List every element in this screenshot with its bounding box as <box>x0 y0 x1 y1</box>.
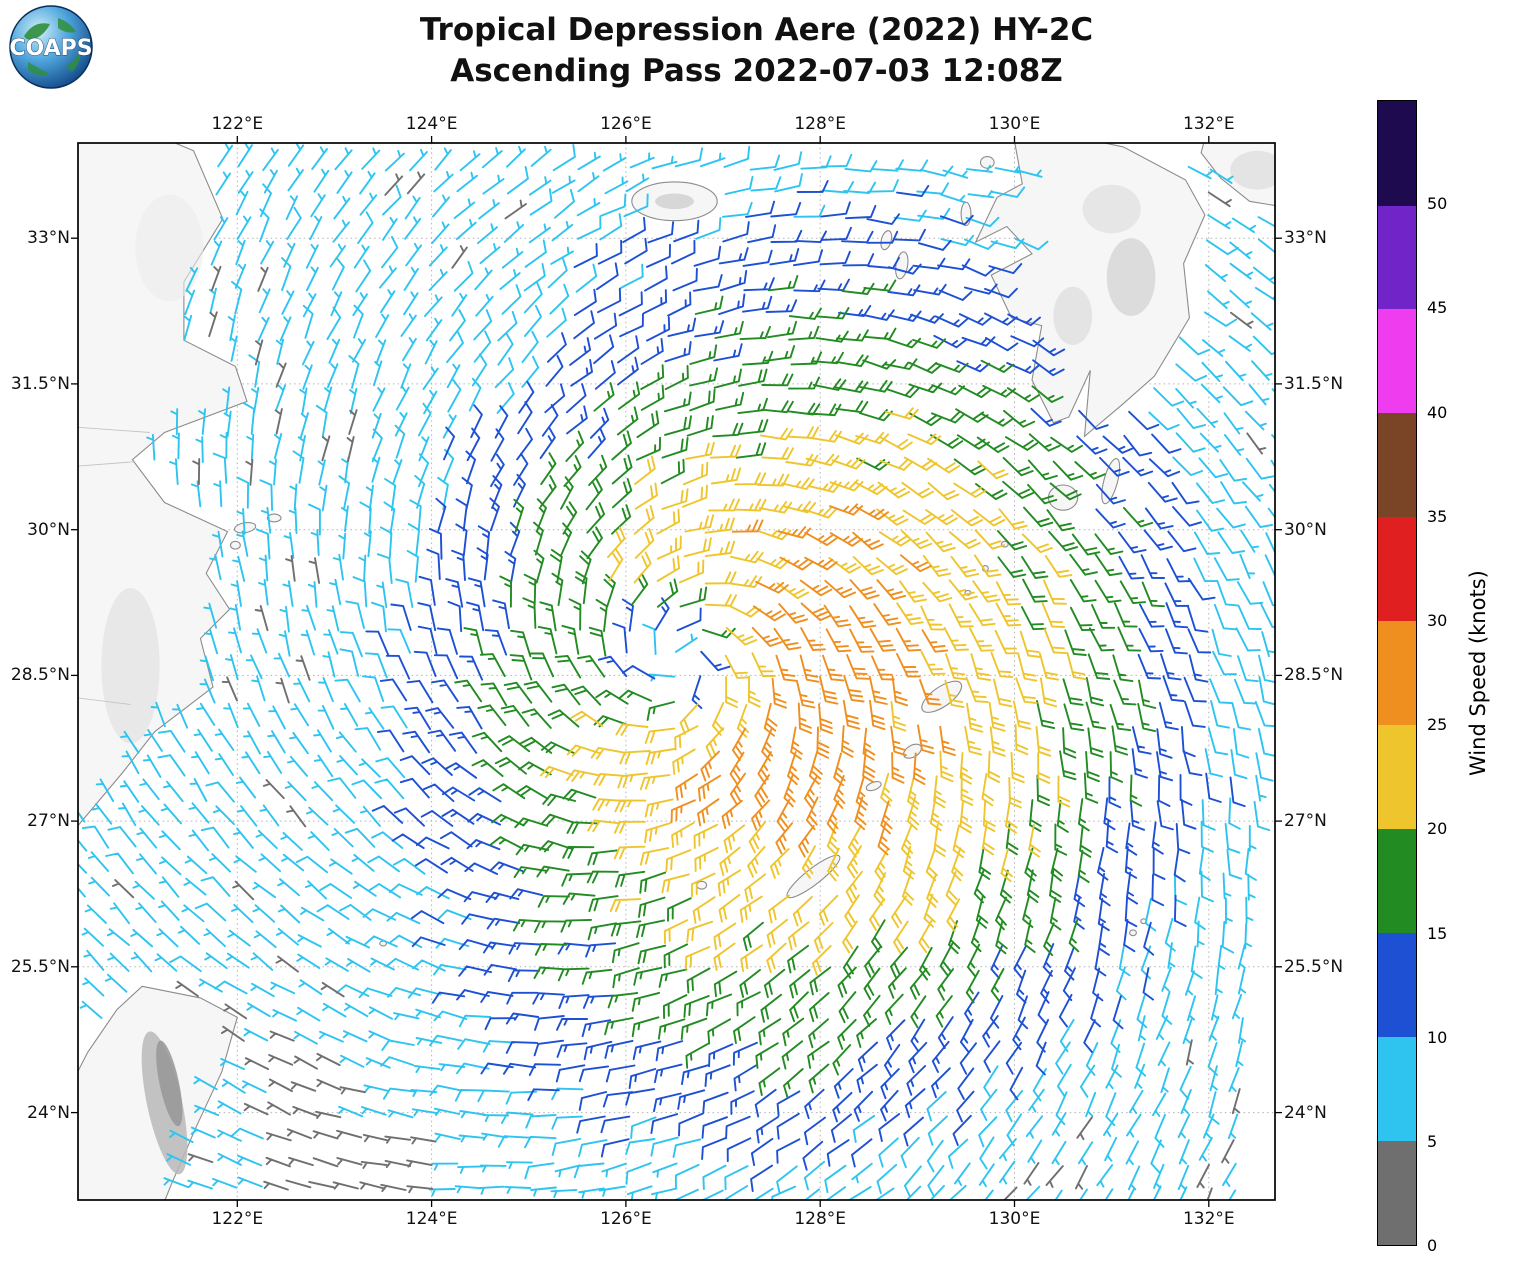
map-frame <box>77 142 1276 1201</box>
colorbar-segment-0-5 <box>1378 1140 1416 1245</box>
colorbar-tick-label: 40 <box>1427 402 1448 422</box>
wind-map <box>71 136 1282 1207</box>
colorbar-segment-10-15 <box>1378 932 1416 1037</box>
colorbar-segment-5-10 <box>1378 1036 1416 1141</box>
colorbar-segment-30-35 <box>1378 516 1416 622</box>
coaps-logo: COAPS <box>8 4 94 90</box>
y-tick-label: 28.5°N <box>10 665 70 686</box>
colorbar-tick-label: 35 <box>1427 506 1448 526</box>
wind-barbs <box>365 180 1246 1192</box>
axis-ticks <box>71 136 1282 1207</box>
coastline-layer <box>78 143 1275 1200</box>
colorbar-tick-label: 15 <box>1427 923 1448 943</box>
y-tick-label: 25.5°N <box>1284 956 1344 977</box>
x-tick-label: 128°E <box>794 114 847 134</box>
wind-barbs <box>670 503 956 858</box>
title-line1: Tropical Depression Aere (2022) HY-2C <box>419 12 1094 48</box>
logo-text: COAPS <box>9 36 92 61</box>
colorbar-segment-45-50 <box>1378 204 1416 310</box>
y-tick-label: 24°N <box>1284 1102 1327 1123</box>
colorbar-tick-label: 0 <box>1427 1236 1438 1255</box>
wind-barb-layer <box>78 143 1275 1200</box>
wind-barbs <box>78 143 1275 1200</box>
wind-barbs <box>539 407 1087 976</box>
x-tick-label: 132°E <box>1182 114 1235 134</box>
y-tick-label: 33°N <box>1284 228 1327 249</box>
wind-barbs <box>111 171 1267 1200</box>
wind-barbs <box>454 275 1165 1099</box>
colorbar-tick-label: 50 <box>1427 194 1448 214</box>
y-tick-label: 25.5°N <box>10 956 70 977</box>
x-tick-label: 126°E <box>600 1209 652 1229</box>
colorbar-tick-label: 25 <box>1427 715 1448 735</box>
colorbar-segment-20-25 <box>1378 724 1416 829</box>
colorbar-tick-label: 45 <box>1427 298 1448 318</box>
x-tick-label: 122°E <box>211 114 264 134</box>
plot-title: Tropical Depression Aere (2022) HY-2C As… <box>0 10 1513 92</box>
colorbar-segment-15-20 <box>1378 828 1416 933</box>
y-tick-label: 30°N <box>1284 519 1327 540</box>
y-tick-label: 24°N <box>27 1102 70 1123</box>
y-tick-label: 27°N <box>27 811 70 832</box>
colorbar-tick-label: 20 <box>1427 819 1448 839</box>
globe-icon: COAPS <box>9 5 93 89</box>
colorbar-tick-label: 5 <box>1427 1131 1438 1151</box>
y-tick-label: 31.5°N <box>10 373 70 394</box>
x-tick-label: 132°E <box>1182 1209 1235 1229</box>
y-tick-label: 33°N <box>27 228 70 249</box>
colorbar-tick-label: 30 <box>1427 610 1448 630</box>
y-tick-label: 27°N <box>1284 811 1327 832</box>
y-tick-label: 28.5°N <box>1284 665 1344 686</box>
x-tick-label: 124°E <box>405 1209 458 1229</box>
title-line2: Ascending Pass 2022-07-03 12:08Z <box>450 52 1063 89</box>
x-tick-label: 130°E <box>988 114 1041 134</box>
y-tick-label: 30°N <box>27 519 70 540</box>
x-tick-label: 128°E <box>794 1209 847 1229</box>
y-tick-label: 31.5°N <box>1284 373 1344 394</box>
colorbar-segment-50-55 <box>1378 101 1416 206</box>
colorbar-segment-35-40 <box>1378 412 1416 518</box>
colorbar-segment-25-30 <box>1378 620 1416 725</box>
colorbar <box>1377 100 1417 1246</box>
colorbar-segment-40-45 <box>1378 308 1416 414</box>
x-tick-label: 126°E <box>600 114 652 134</box>
x-tick-label: 130°E <box>988 1209 1041 1229</box>
x-tick-label: 124°E <box>405 114 458 134</box>
colorbar-title: Wind Speed (knots) <box>1466 570 1490 776</box>
colorbar-tick-label: 10 <box>1427 1027 1448 1047</box>
x-tick-label: 122°E <box>211 1209 264 1229</box>
